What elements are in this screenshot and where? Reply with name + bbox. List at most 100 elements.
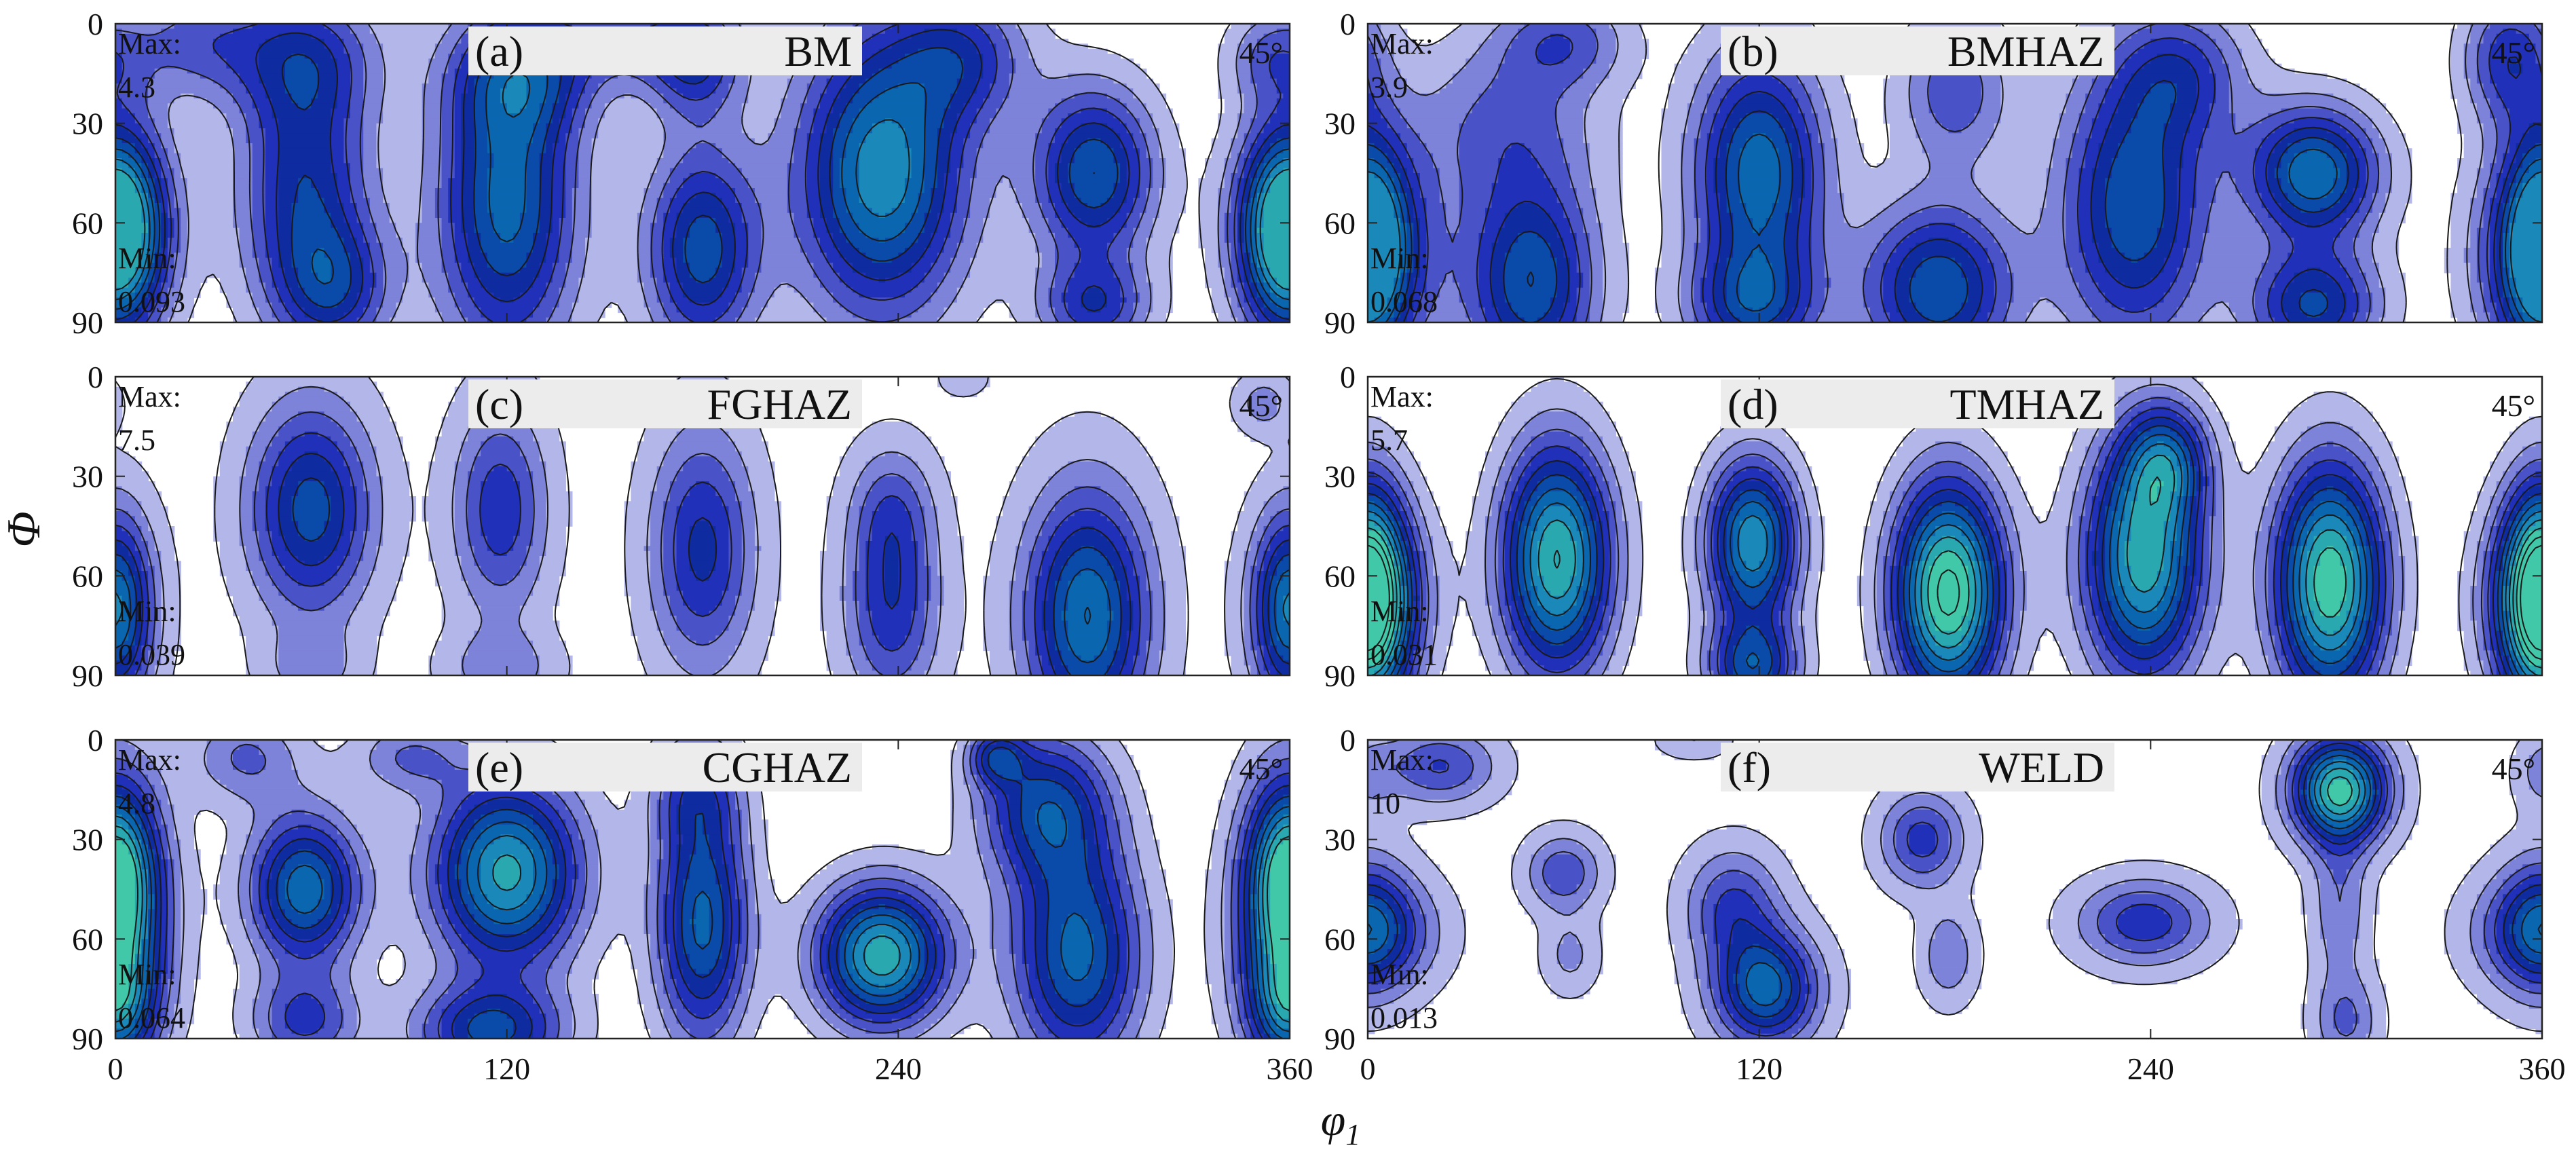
- max-value: 7.5: [118, 424, 155, 457]
- max-value: 5.7: [1370, 424, 1408, 457]
- y-tick-label: 60: [72, 206, 103, 240]
- max-value: 10: [1370, 787, 1400, 820]
- x-tick-label: 240: [875, 1051, 922, 1086]
- x-tick-label: 0: [1360, 1051, 1376, 1086]
- y-tick-label: 0: [1340, 360, 1356, 394]
- y-tick-label: 60: [72, 559, 103, 593]
- max-label: Max:: [118, 743, 181, 777]
- panel-name: FGHAZ: [707, 380, 852, 428]
- section-label: 45°: [1239, 751, 1283, 786]
- y-tick-label: 30: [1324, 823, 1356, 857]
- plot-frame: [114, 375, 1291, 677]
- max-label: Max:: [1370, 27, 1434, 60]
- y-axis-label: Φ: [0, 511, 50, 547]
- plot-frame: [1366, 22, 2543, 324]
- panel-title-box: [1721, 26, 2114, 75]
- y-tick-label: 30: [1324, 107, 1356, 141]
- max-value: 3.9: [1370, 71, 1408, 104]
- panel-title-box: [468, 743, 862, 791]
- y-tick-label: 60: [1324, 559, 1356, 593]
- plot-frame: [1366, 375, 2543, 677]
- panel-letter: (d): [1728, 380, 1778, 428]
- plot-frame: [1366, 739, 2543, 1040]
- y-tick-label: 60: [72, 922, 103, 956]
- panel-c-fghaz: 0 30 60 90 (c) FGHAZ 45° Max: 7.5 Min: 0.039: [72, 360, 1291, 693]
- max-label: Max:: [118, 27, 181, 60]
- x-tick-label: 120: [483, 1051, 530, 1086]
- min-label: Min:: [1370, 242, 1429, 275]
- y-tick-label: 0: [1340, 723, 1356, 758]
- plot-frame: [114, 22, 1291, 324]
- min-value: 0.031: [1370, 638, 1438, 671]
- panel-name: CGHAZ: [703, 743, 852, 791]
- x-tick-label: 120: [1736, 1051, 1782, 1086]
- y-tick-label: 0: [88, 360, 103, 394]
- section-label: 45°: [1239, 35, 1283, 70]
- min-label: Min:: [118, 958, 176, 991]
- odf-fill: [1368, 24, 2542, 322]
- panel-a-bm: 0 30 60 90 (a) BM 45° Max: 4.3 Min: 0.093: [72, 7, 1291, 340]
- panel-title-box: [468, 26, 862, 75]
- y-tick-label: 30: [72, 823, 103, 857]
- panel-name: BM: [784, 27, 852, 75]
- x-tick-label: 0: [108, 1051, 124, 1086]
- y-tick-label: 60: [1324, 206, 1356, 240]
- y-tick-label: 30: [72, 107, 103, 141]
- y-tick-label: 90: [1324, 658, 1356, 693]
- section-label: 45°: [2492, 388, 2535, 423]
- panel-b-bmhaz: 0 30 60 90 (b) BMHAZ 45° Max: 3.9 Min: 0.068: [1324, 7, 2543, 340]
- min-label: Min:: [118, 595, 176, 628]
- max-label: Max:: [1370, 380, 1434, 413]
- y-tick-label: 0: [88, 7, 103, 41]
- panel-letter: (f): [1728, 743, 1771, 791]
- section-label: 45°: [2492, 35, 2535, 70]
- y-tick-label: 90: [1324, 305, 1356, 340]
- min-label: Min:: [1370, 595, 1429, 628]
- panel-letter: (e): [475, 743, 523, 791]
- odf-contours: [115, 377, 1290, 675]
- panel-title-box: [468, 379, 862, 428]
- x-tick-label: 240: [2127, 1051, 2174, 1086]
- y-tick-label: 0: [1340, 7, 1356, 41]
- min-value: 0.013: [1370, 1001, 1438, 1034]
- y-tick-label: 90: [1324, 1022, 1356, 1056]
- y-tick-label: 60: [1324, 922, 1356, 956]
- odf-contours: [1368, 24, 2542, 322]
- odf-contours: [1368, 740, 2542, 1039]
- y-tick-label: 0: [88, 723, 103, 758]
- panel-letter: (b): [1728, 27, 1778, 75]
- min-label: Min:: [118, 242, 176, 275]
- max-label: Max:: [118, 380, 181, 413]
- section-label: 45°: [2492, 751, 2535, 786]
- y-tick-label: 90: [72, 1022, 103, 1056]
- panel-title-box: [1721, 379, 2114, 428]
- panel-d-tmhaz: 0 30 60 90 (d) TMHAZ 45° Max: 5.7 Min: 0.031: [1324, 360, 2543, 693]
- section-label: 45°: [1239, 388, 1283, 423]
- y-tick-label: 30: [72, 460, 103, 494]
- panel-name: WELD: [1979, 743, 2104, 791]
- y-tick-label: 30: [1324, 460, 1356, 494]
- panel-name: BMHAZ: [1947, 27, 2104, 75]
- min-value: 0.039: [118, 638, 185, 671]
- panel-name: TMHAZ: [1949, 380, 2104, 428]
- min-value: 0.093: [118, 285, 185, 318]
- min-label: Min:: [1370, 958, 1429, 991]
- min-value: 0.064: [118, 1001, 185, 1034]
- x-tick-label: 360: [1267, 1051, 1313, 1086]
- x-axis-label: φ1: [1321, 1096, 1361, 1151]
- max-label: Max:: [1370, 743, 1434, 777]
- odf-contours: [115, 740, 1290, 1039]
- panel-letter: (a): [475, 27, 523, 75]
- max-value: 4.3: [118, 71, 155, 104]
- x-tick-label: 360: [2519, 1051, 2566, 1086]
- panel-title-box: [1721, 743, 2114, 791]
- y-tick-label: 90: [72, 305, 103, 340]
- max-value: 4.8: [118, 787, 155, 820]
- panel-letter: (c): [475, 380, 523, 428]
- min-value: 0.068: [1370, 285, 1438, 318]
- plot-frame: [114, 739, 1291, 1040]
- y-tick-label: 90: [72, 658, 103, 693]
